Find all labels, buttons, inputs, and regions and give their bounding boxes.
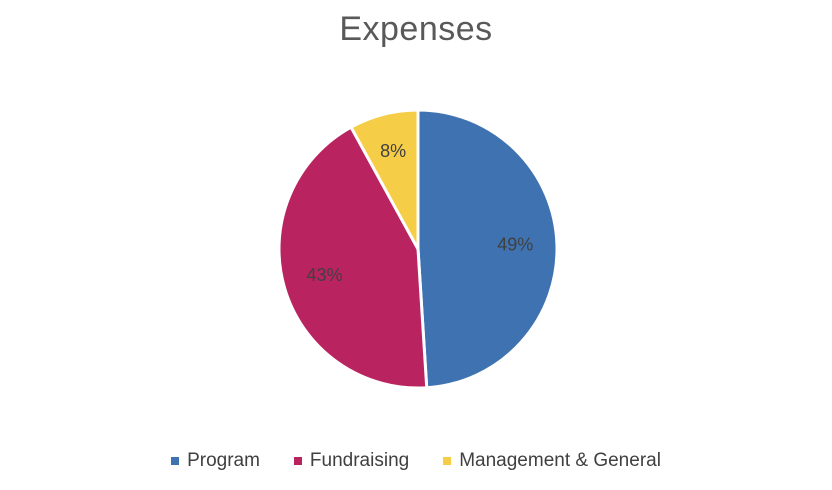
pie-slice-management-general bbox=[349, 108, 420, 251]
pie-data-labels: 49% 43% 8% bbox=[307, 141, 534, 285]
legend: Program Fundraising Management & General bbox=[0, 450, 832, 472]
legend-item-management-general: Management & General bbox=[443, 450, 661, 472]
data-label-program: 49% bbox=[497, 235, 533, 255]
pie-slice-fundraising bbox=[277, 125, 429, 390]
data-label-management-general: 8% bbox=[380, 141, 406, 161]
legend-item-fundraising: Fundraising bbox=[293, 450, 410, 472]
chart-title: Expenses bbox=[339, 10, 493, 48]
data-label-fundraising: 43% bbox=[307, 265, 343, 285]
legend-swatch-fundraising bbox=[293, 457, 302, 465]
legend-label-program: Program bbox=[187, 450, 260, 471]
legend-label-management-general: Management & General bbox=[459, 450, 661, 471]
legend-swatch-program bbox=[171, 457, 180, 465]
legend-swatch-management-general bbox=[443, 457, 452, 465]
pie-slices bbox=[277, 108, 559, 390]
legend-item-program: Program bbox=[171, 450, 260, 472]
pie-plot: 49% 43% 8% bbox=[277, 108, 559, 390]
legend-label-fundraising: Fundraising bbox=[309, 450, 410, 471]
pie-slice-program bbox=[416, 108, 559, 390]
